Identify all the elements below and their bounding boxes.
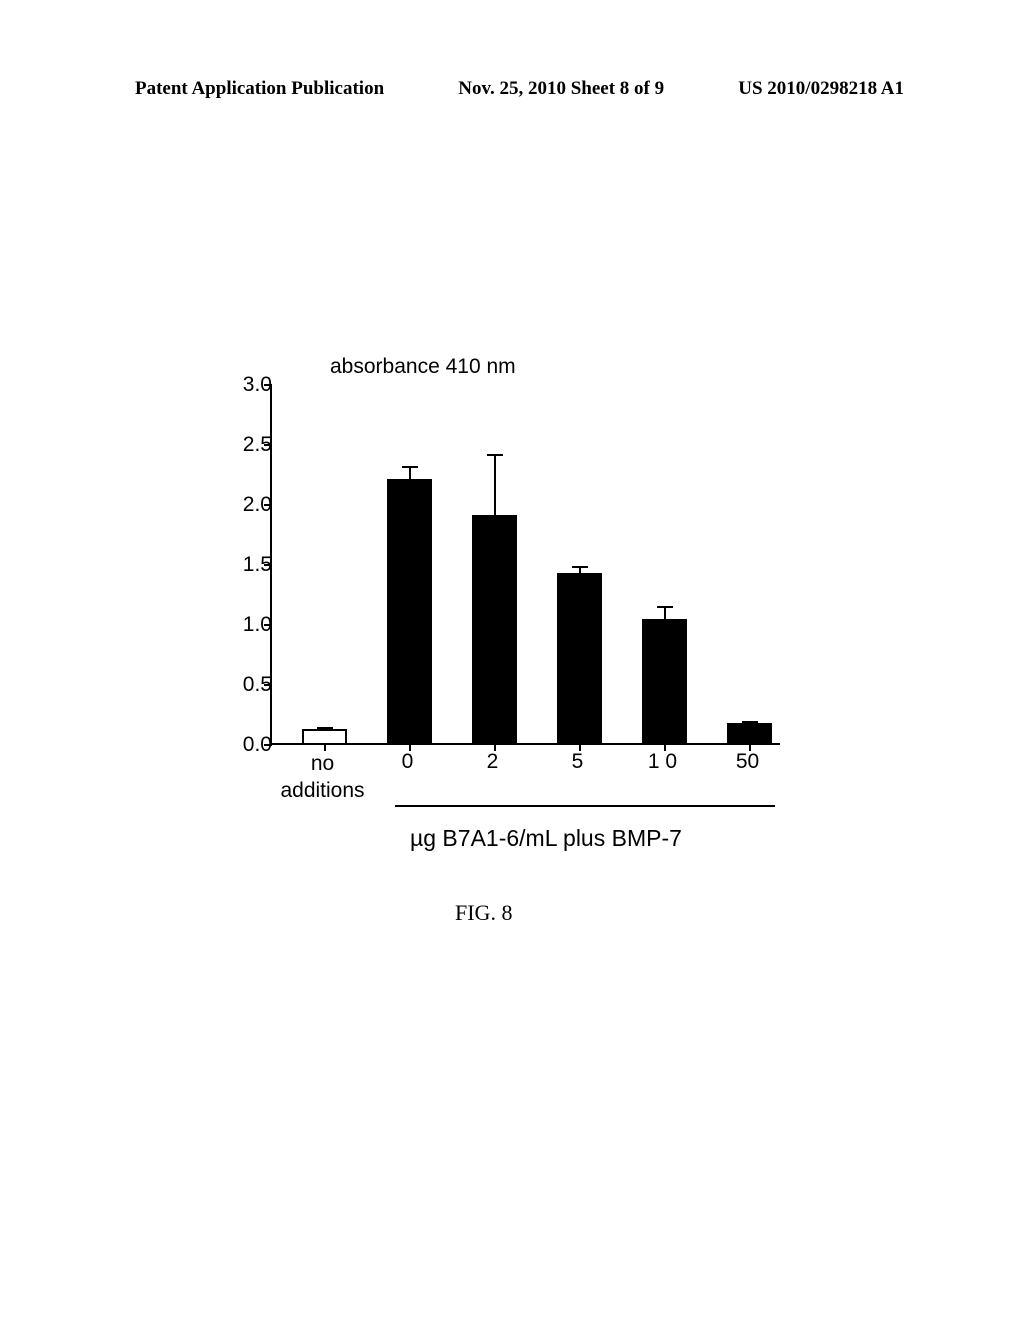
chart-title: absorbance 410 nm: [330, 355, 516, 379]
error-cap: [317, 727, 333, 729]
bar: [387, 479, 432, 743]
bar: [642, 619, 687, 743]
x-axis-label: µg B7A1-6/mL plus BMP-7: [410, 825, 682, 852]
y-tick-label: 2.5: [243, 433, 272, 457]
y-tick-label: 1.0: [243, 613, 272, 637]
plot-area: [270, 385, 780, 745]
error-cap: [742, 721, 758, 723]
page-header: Patent Application Publication Nov. 25, …: [0, 78, 1024, 100]
error-bar: [494, 455, 496, 517]
header-center: Nov. 25, 2010 Sheet 8 of 9: [458, 78, 664, 100]
error-cap: [487, 454, 503, 456]
x-tick-label: 0: [402, 750, 414, 774]
error-bar: [409, 467, 411, 481]
y-tick-label: 3.0: [243, 373, 272, 397]
error-cap: [402, 466, 418, 468]
x-tick-label: noadditions: [280, 750, 364, 805]
y-tick-label: 0.0: [243, 733, 272, 757]
error-cap: [657, 606, 673, 608]
error-bar: [664, 607, 666, 621]
bar: [557, 573, 602, 743]
y-tick-label: 1.5: [243, 553, 272, 577]
x-tick-label: 5: [572, 750, 584, 774]
error-cap: [572, 566, 588, 568]
bar: [472, 515, 517, 743]
header-left: Patent Application Publication: [135, 78, 384, 100]
y-tick-label: 2.0: [243, 493, 272, 517]
bar: [302, 729, 347, 743]
x-tick-label: 2: [487, 750, 499, 774]
y-tick-label: 0.5: [243, 673, 272, 697]
x-tick-label: 50: [736, 750, 759, 774]
x-range-line: [395, 805, 775, 807]
bar: [727, 723, 772, 743]
bar-chart: absorbance 410 nm µg B7A1-6/mL plus BMP-…: [200, 370, 790, 820]
error-bar: [579, 567, 581, 574]
figure-label: FIG. 8: [455, 900, 512, 926]
header-right: US 2010/0298218 A1: [738, 78, 904, 100]
x-tick-label: 1 0: [648, 750, 677, 774]
